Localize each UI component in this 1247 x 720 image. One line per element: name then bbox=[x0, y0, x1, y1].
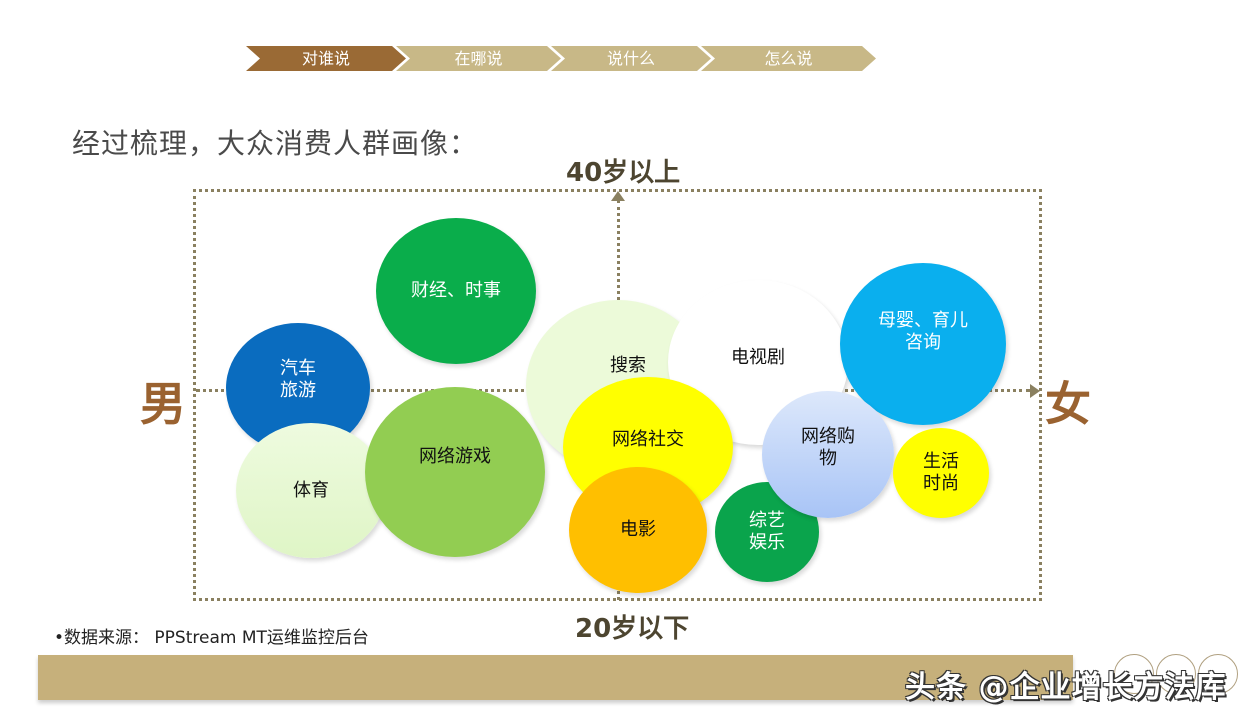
arrow-up-icon bbox=[611, 191, 625, 201]
seal-logo-icon bbox=[1112, 654, 1242, 698]
bubble-online-games: 网络游戏 bbox=[365, 387, 545, 557]
data-source-note: •数据来源： PPStream MT运维监控后台 bbox=[54, 628, 369, 648]
watermark: 头条 @企业增长方法库 bbox=[905, 670, 1227, 705]
step-where[interactable]: 在哪说 bbox=[396, 46, 561, 71]
axis-label-female: 女 bbox=[1045, 377, 1091, 431]
step-how[interactable]: 怎么说 bbox=[701, 46, 876, 71]
axis-label-bottom: 20岁以下 bbox=[575, 614, 690, 644]
footer-bar bbox=[38, 655, 1073, 700]
bubble-maternal-childcare: 母婴、育儿 咨询 bbox=[840, 263, 1006, 425]
bubble-lifestyle-fashion: 生活 时尚 bbox=[893, 428, 989, 518]
step-what[interactable]: 说什么 bbox=[551, 46, 711, 71]
step-who[interactable]: 对谁说 bbox=[246, 46, 406, 71]
axis-label-male: 男 bbox=[140, 377, 186, 431]
bubble-online-shopping: 网络购 物 bbox=[762, 391, 894, 518]
bubble-finance-news: 财经、时事 bbox=[376, 218, 536, 364]
step-navigation: 对谁说 在哪说 说什么 怎么说 bbox=[246, 46, 876, 71]
bubble-sports: 体育 bbox=[236, 423, 386, 558]
bubble-movies: 电影 bbox=[569, 467, 707, 593]
page-title: 经过梳理，大众消费人群画像： bbox=[72, 127, 479, 160]
arrow-right-icon bbox=[1030, 384, 1040, 398]
axis-label-top: 40岁以上 bbox=[566, 158, 681, 188]
